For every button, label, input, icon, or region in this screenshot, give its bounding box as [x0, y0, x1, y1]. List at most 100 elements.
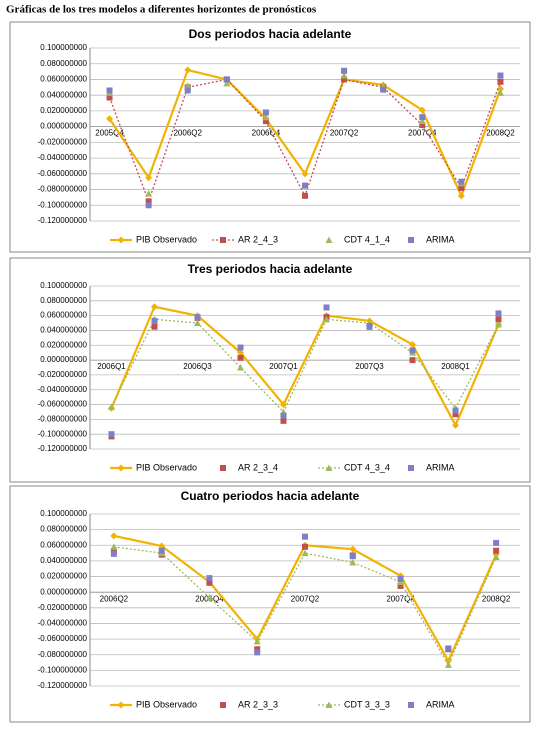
marker	[117, 701, 125, 709]
page-title: Gráficas de los tres modelos a diferente…	[6, 4, 317, 16]
y-tick-label: 0.080000000	[40, 59, 87, 68]
chart-frame	[9, 485, 531, 723]
marker	[110, 550, 117, 557]
legend-label: ARIMA	[426, 462, 455, 472]
marker	[497, 72, 504, 79]
y-tick-label: 0.000000000	[40, 355, 87, 364]
marker	[223, 76, 230, 83]
marker	[419, 122, 426, 129]
series-line	[110, 305, 500, 428]
marker	[444, 657, 452, 665]
marker	[108, 431, 115, 438]
y-tick-label: 0.000000000	[40, 587, 87, 596]
y-tick-label: 0.000000000	[40, 122, 87, 131]
legend-label: PIB Observado	[136, 699, 197, 709]
marker	[323, 315, 330, 323]
marker	[349, 553, 356, 560]
x-tick-label: 2007Q2	[330, 129, 359, 138]
marker	[493, 539, 500, 546]
x-tick-label: 2007Q2	[291, 594, 320, 603]
y-tick-label: 0.080000000	[40, 296, 87, 305]
y-tick-label: -0.040000000	[38, 619, 88, 628]
marker	[302, 543, 308, 550]
marker	[117, 464, 125, 472]
marker	[409, 357, 416, 364]
marker	[495, 316, 502, 323]
marker	[110, 532, 118, 540]
x-tick-label: 2007Q3	[355, 362, 384, 371]
marker	[497, 78, 504, 85]
marker	[302, 533, 308, 540]
y-tick-label: -0.040000000	[38, 153, 88, 162]
marker	[340, 72, 348, 79]
marker	[341, 67, 348, 74]
marker	[237, 354, 244, 361]
x-tick-label: 2008Q2	[486, 129, 515, 138]
marker	[452, 411, 459, 418]
x-tick-label: 2008Q1	[441, 362, 470, 371]
x-tick-label: 2007Q4	[386, 594, 415, 603]
y-tick-label: -0.100000000	[38, 665, 88, 674]
y-tick-label: -0.020000000	[38, 603, 88, 612]
marker	[419, 114, 426, 121]
marker	[254, 649, 261, 656]
marker	[444, 661, 452, 668]
marker	[205, 594, 213, 601]
y-tick-label: 0.020000000	[40, 106, 87, 115]
marker	[184, 66, 192, 74]
y-tick-label: 0.040000000	[40, 90, 87, 99]
y-tick-label: 0.060000000	[40, 75, 87, 84]
y-tick-label: -0.020000000	[38, 370, 88, 379]
y-tick-label: -0.060000000	[38, 400, 88, 409]
y-tick-label: 0.040000000	[40, 326, 87, 335]
y-tick-label: -0.060000000	[38, 634, 88, 643]
marker	[496, 89, 504, 96]
y-tick-label: -0.020000000	[38, 137, 88, 146]
marker	[301, 170, 309, 178]
legend-label: PIB Observado	[136, 234, 197, 244]
x-tick-label: 2006Q2	[173, 129, 202, 138]
marker	[110, 547, 117, 554]
marker	[145, 198, 152, 205]
legend-label: AR 2_3_4	[238, 462, 278, 472]
marker	[237, 344, 244, 351]
marker	[418, 117, 426, 125]
marker	[194, 319, 201, 327]
marker	[380, 86, 387, 93]
y-tick-label: -0.040000000	[38, 385, 88, 394]
y-tick-label: 0.020000000	[40, 572, 87, 581]
marker	[341, 76, 348, 83]
series-line	[110, 318, 500, 414]
marker	[108, 403, 115, 410]
marker	[457, 192, 465, 200]
x-tick-label: 2006Q3	[183, 362, 212, 371]
y-tick-label: 0.060000000	[40, 540, 87, 549]
marker	[495, 310, 502, 317]
marker	[452, 421, 459, 429]
y-tick-label: -0.120000000	[38, 216, 88, 225]
marker	[409, 347, 416, 354]
marker	[493, 547, 500, 554]
chart-title: Dos periodos hacia adelante	[189, 27, 352, 41]
x-tick-label: 2008Q2	[482, 594, 511, 603]
marker	[262, 118, 269, 125]
x-tick-label: 2006Q4	[252, 129, 281, 138]
y-tick-label: -0.080000000	[38, 414, 88, 423]
marker	[408, 465, 414, 471]
marker	[495, 321, 502, 328]
marker	[408, 702, 414, 708]
marker	[106, 87, 113, 94]
marker	[325, 464, 333, 471]
marker	[496, 85, 504, 93]
y-tick-label: 0.100000000	[40, 281, 87, 290]
marker	[325, 236, 333, 243]
marker	[194, 314, 201, 321]
legend-label: CDT 3_3_3	[344, 699, 390, 709]
marker	[184, 82, 192, 89]
marker	[223, 79, 231, 87]
marker	[397, 582, 404, 589]
x-tick-label: 2005Q4	[95, 129, 124, 138]
x-tick-label: 2006Q1	[97, 362, 126, 371]
y-tick-label: 0.080000000	[40, 525, 87, 534]
series-line	[113, 546, 497, 667]
